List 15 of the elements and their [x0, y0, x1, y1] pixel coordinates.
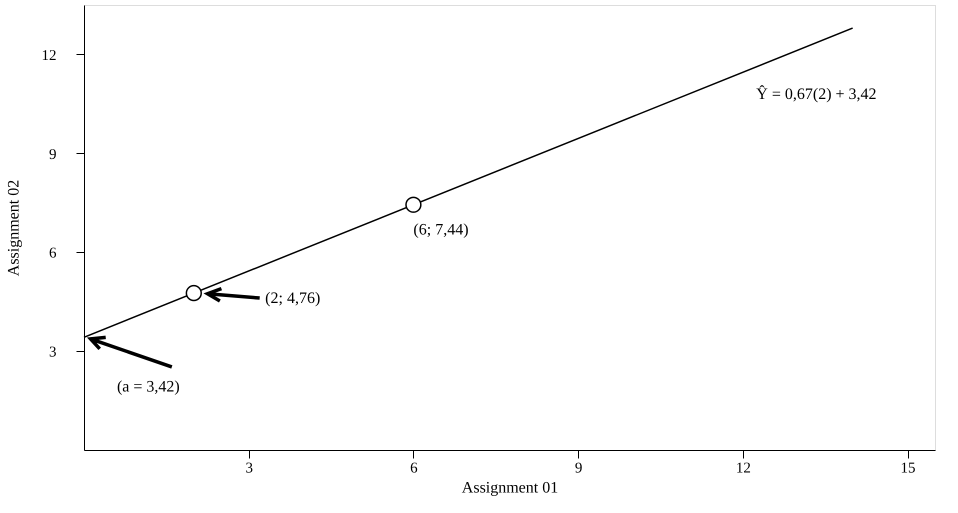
x-tick-label: 3 [245, 460, 253, 476]
y-tick-label: 9 [49, 146, 56, 163]
annotation: (a = 3,42) [116, 378, 180, 396]
annotation: (6; 7,44) [413, 221, 469, 238]
y-tick-label: 6 [49, 246, 57, 262]
x-tick-label: 9 [574, 460, 582, 476]
x-tick-label: 15 [900, 460, 916, 476]
y-tick-label: 3 [49, 344, 56, 361]
x-tick-label: 6 [410, 460, 418, 476]
x-tick-label: 12 [736, 460, 751, 476]
annotation: Ŷ = 0,67(2) + 3,42 [756, 85, 877, 103]
annotation: (2; 4,76) [265, 290, 320, 308]
x-axis-title: Assignment 01 [462, 480, 558, 496]
y-tick-label: 12 [42, 48, 56, 64]
y-axis-title: Assignment 02 [6, 180, 22, 276]
